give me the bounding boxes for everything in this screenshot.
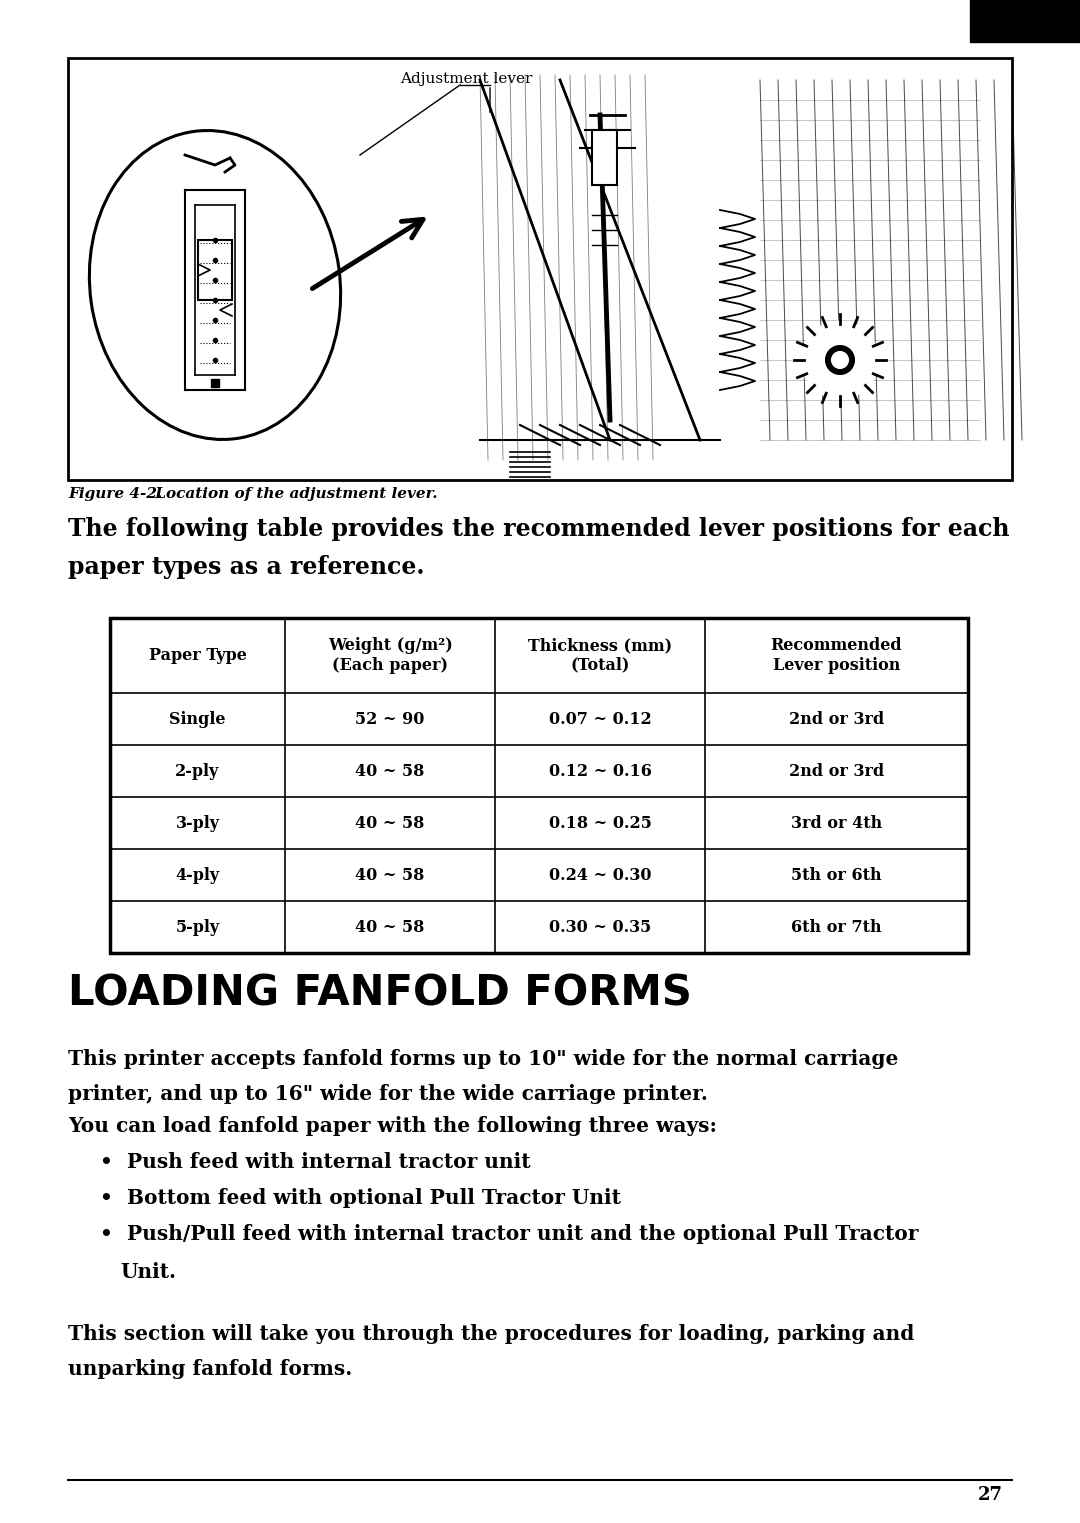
Text: Recommended
Lever position: Recommended Lever position bbox=[771, 637, 902, 673]
Text: 27: 27 bbox=[977, 1486, 1002, 1505]
Text: printer, and up to 16" wide for the wide carriage printer.: printer, and up to 16" wide for the wide… bbox=[68, 1084, 707, 1104]
Text: •  Push feed with internal tractor unit: • Push feed with internal tractor unit bbox=[100, 1151, 530, 1173]
Text: 6th or 7th: 6th or 7th bbox=[792, 918, 881, 935]
Text: Unit.: Unit. bbox=[120, 1263, 176, 1282]
Text: unparking fanfold forms.: unparking fanfold forms. bbox=[68, 1359, 352, 1378]
Text: Adjustment lever: Adjustment lever bbox=[400, 72, 532, 85]
Text: 40 ~ 58: 40 ~ 58 bbox=[355, 763, 424, 780]
Text: 52 ~ 90: 52 ~ 90 bbox=[355, 711, 424, 728]
Text: Single: Single bbox=[170, 711, 226, 728]
Text: •  Bottom feed with optional Pull Tractor Unit: • Bottom feed with optional Pull Tractor… bbox=[100, 1188, 621, 1208]
Text: Thickness (mm)
(Total): Thickness (mm) (Total) bbox=[528, 637, 672, 673]
Text: paper types as a reference.: paper types as a reference. bbox=[68, 554, 424, 579]
Text: 2nd or 3rd: 2nd or 3rd bbox=[788, 763, 885, 780]
Text: 5-ply: 5-ply bbox=[175, 918, 219, 935]
Text: 2-ply: 2-ply bbox=[175, 763, 219, 780]
Text: 5th or 6th: 5th or 6th bbox=[792, 867, 881, 883]
Text: 40 ~ 58: 40 ~ 58 bbox=[355, 918, 424, 935]
Text: This section will take you through the procedures for loading, parking and: This section will take you through the p… bbox=[68, 1323, 915, 1343]
Text: 0.12 ~ 0.16: 0.12 ~ 0.16 bbox=[549, 763, 651, 780]
Text: 3rd or 4th: 3rd or 4th bbox=[791, 815, 882, 832]
Text: 40 ~ 58: 40 ~ 58 bbox=[355, 815, 424, 832]
Text: 40 ~ 58: 40 ~ 58 bbox=[355, 867, 424, 883]
Text: 4-ply: 4-ply bbox=[175, 867, 219, 883]
Bar bbox=[198, 241, 232, 300]
Circle shape bbox=[826, 346, 854, 375]
Text: 0.30 ~ 0.35: 0.30 ~ 0.35 bbox=[549, 918, 651, 935]
Text: The following table provides the recommended lever positions for each: The following table provides the recomme… bbox=[68, 516, 1010, 541]
Bar bbox=[592, 129, 617, 184]
Text: Figure 4-2.: Figure 4-2. bbox=[68, 487, 162, 501]
FancyArrowPatch shape bbox=[312, 219, 423, 288]
Text: 0.18 ~ 0.25: 0.18 ~ 0.25 bbox=[549, 815, 651, 832]
Text: 2nd or 3rd: 2nd or 3rd bbox=[788, 711, 885, 728]
Text: Paper Type: Paper Type bbox=[149, 647, 246, 664]
Text: •  Push/Pull feed with internal tractor unit and the optional Pull Tractor: • Push/Pull feed with internal tractor u… bbox=[100, 1224, 918, 1244]
Bar bbox=[970, 0, 1080, 43]
Text: 0.24 ~ 0.30: 0.24 ~ 0.30 bbox=[549, 867, 651, 883]
Text: You can load fanfold paper with the following three ways:: You can load fanfold paper with the foll… bbox=[68, 1116, 717, 1136]
Text: Location of the adjustment lever.: Location of the adjustment lever. bbox=[150, 487, 437, 501]
Ellipse shape bbox=[90, 131, 340, 440]
Bar bbox=[110, 618, 968, 953]
Bar bbox=[68, 58, 1012, 480]
Circle shape bbox=[832, 352, 848, 369]
Circle shape bbox=[802, 321, 878, 398]
Text: This printer accepts fanfold forms up to 10" wide for the normal carriage: This printer accepts fanfold forms up to… bbox=[68, 1049, 899, 1069]
Text: 3-ply: 3-ply bbox=[175, 815, 219, 832]
Text: LOADING FANFOLD FORMS: LOADING FANFOLD FORMS bbox=[68, 972, 692, 1014]
Text: Weight (g/m²)
(Each paper): Weight (g/m²) (Each paper) bbox=[327, 637, 453, 673]
Text: 0.07 ~ 0.12: 0.07 ~ 0.12 bbox=[549, 711, 651, 728]
